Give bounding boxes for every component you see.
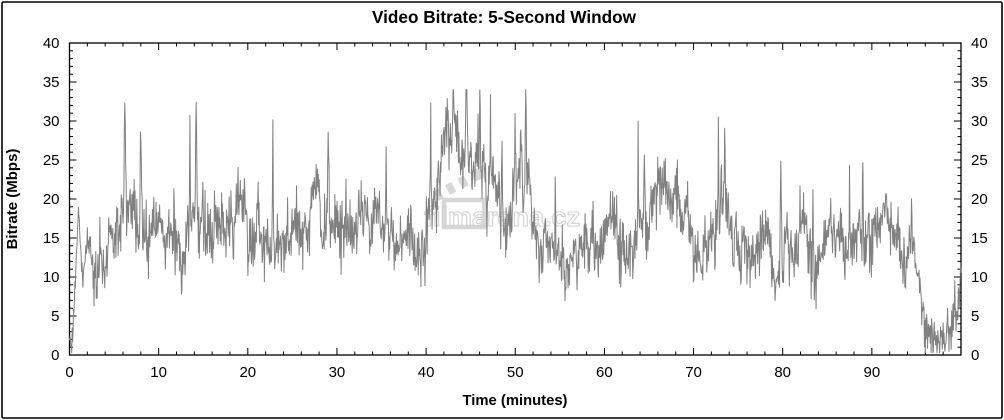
svg-text:20: 20 bbox=[239, 364, 256, 381]
svg-text:Time (minutes): Time (minutes) bbox=[463, 393, 568, 409]
svg-text:0: 0 bbox=[51, 347, 59, 364]
svg-text:Bitrate (Mbps): Bitrate (Mbps) bbox=[4, 149, 21, 250]
svg-text:80: 80 bbox=[774, 364, 791, 381]
svg-text:90: 90 bbox=[864, 364, 881, 381]
svg-text:30: 30 bbox=[971, 113, 988, 130]
svg-text:20: 20 bbox=[43, 191, 60, 208]
svg-text:10: 10 bbox=[43, 269, 60, 286]
svg-text:40: 40 bbox=[43, 35, 60, 52]
svg-text:0: 0 bbox=[65, 364, 73, 381]
svg-text:25: 25 bbox=[971, 152, 988, 169]
svg-text:10: 10 bbox=[150, 364, 167, 381]
svg-text:25: 25 bbox=[43, 152, 60, 169]
svg-text:30: 30 bbox=[329, 364, 346, 381]
svg-text:Video Bitrate: 5-Second Window: Video Bitrate: 5-Second Window bbox=[372, 7, 637, 27]
svg-text:40: 40 bbox=[418, 364, 435, 381]
svg-text:0: 0 bbox=[971, 347, 979, 364]
svg-text:5: 5 bbox=[51, 308, 59, 325]
svg-text:40: 40 bbox=[971, 35, 988, 52]
svg-text:35: 35 bbox=[43, 74, 60, 91]
svg-text:35: 35 bbox=[971, 74, 988, 91]
svg-text:10: 10 bbox=[971, 269, 988, 286]
svg-text:70: 70 bbox=[685, 364, 702, 381]
svg-text:5: 5 bbox=[971, 308, 979, 325]
svg-text:20: 20 bbox=[971, 191, 988, 208]
svg-text:15: 15 bbox=[43, 230, 60, 247]
svg-text:50: 50 bbox=[507, 364, 524, 381]
svg-text:filmarena.cz: filmarena.cz bbox=[424, 202, 580, 232]
svg-text:15: 15 bbox=[971, 230, 988, 247]
svg-text:30: 30 bbox=[43, 113, 60, 130]
svg-text:60: 60 bbox=[596, 364, 613, 381]
